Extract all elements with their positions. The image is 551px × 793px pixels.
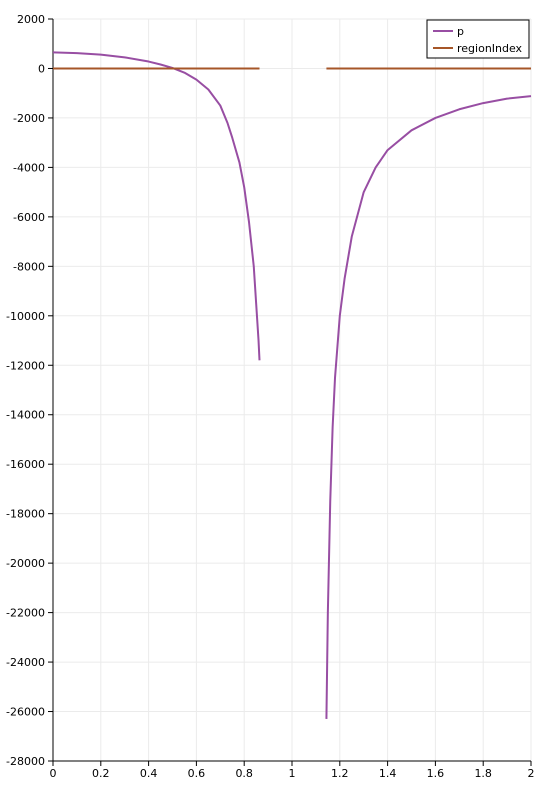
x-tick-label: 0.6 <box>188 767 206 780</box>
series-line-p <box>325 95 532 719</box>
y-tick-label: -28000 <box>6 755 45 768</box>
x-tick-label: 1.6 <box>427 767 445 780</box>
y-tick-label: 2000 <box>17 13 45 26</box>
series-line-p <box>52 51 261 361</box>
grid <box>52 18 532 762</box>
y-tick-label: -2000 <box>13 112 45 125</box>
y-tick-label: -18000 <box>6 508 45 521</box>
x-tick-label: 0.2 <box>92 767 110 780</box>
x-tick-label: 1 <box>289 767 296 780</box>
x-tick-label: 1.8 <box>474 767 492 780</box>
x-tick-label: 0.4 <box>140 767 158 780</box>
y-tick-label: -12000 <box>6 359 45 372</box>
y-tick-label: -22000 <box>6 607 45 620</box>
y-tick-label: -8000 <box>13 260 45 273</box>
y-tick-label: -6000 <box>13 211 45 224</box>
y-tick-label: -16000 <box>6 458 45 471</box>
y-tick-label: -26000 <box>6 706 45 719</box>
series-group <box>52 51 532 719</box>
legend: p regionIndex <box>426 19 530 59</box>
x-tick-label: 0 <box>50 767 57 780</box>
legend-label: p <box>457 25 464 38</box>
y-tick-label: -24000 <box>6 656 45 669</box>
y-tick-label: -20000 <box>6 557 45 570</box>
x-tick-label: 1.2 <box>331 767 349 780</box>
x-tick-label: 0.8 <box>235 767 253 780</box>
x-tick-label: 2 <box>528 767 535 780</box>
y-tick-label: -14000 <box>6 409 45 422</box>
legend-box <box>426 19 530 59</box>
y-tick-label: -10000 <box>6 310 45 323</box>
x-tick-label: 1.4 <box>379 767 397 780</box>
axes: 2000 0 -2000 -4000 -6000 -8000 -10000 -12000 -14… <box>6 13 534 780</box>
y-tick-label: -4000 <box>13 161 45 174</box>
legend-label: regionIndex <box>457 42 523 55</box>
y-tick-label: 0 <box>38 62 45 75</box>
